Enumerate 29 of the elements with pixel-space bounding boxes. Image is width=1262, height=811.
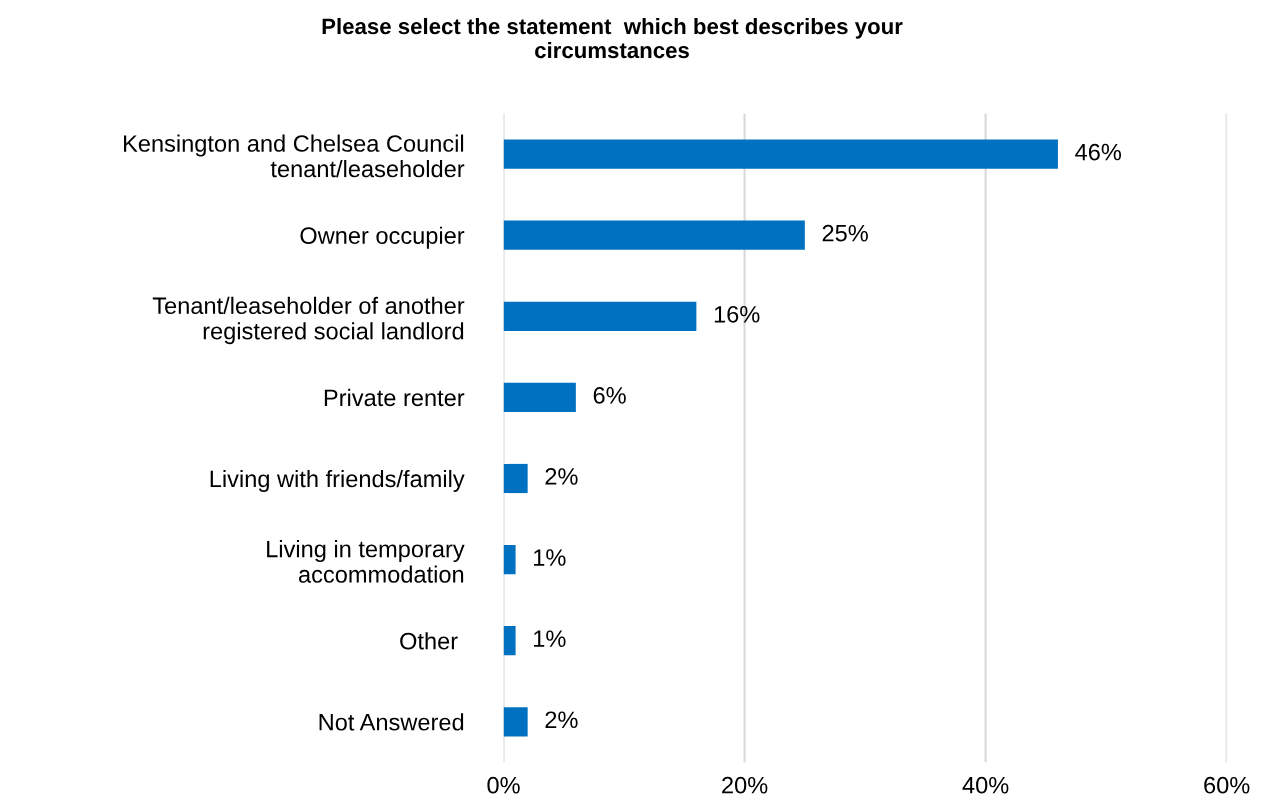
y-tick-label: Kensington and Chelsea Council tenant/leaseholder <box>124 134 465 178</box>
x-tick-label: 40% <box>962 776 1009 794</box>
bar <box>503 139 1058 169</box>
bar <box>503 382 576 412</box>
bar <box>503 301 697 331</box>
y-tick-label: Not Answered <box>319 713 464 731</box>
y-tick-label: Private renter <box>324 388 465 407</box>
y-tick-label: Living with friends/family <box>210 469 465 492</box>
x-tick-label: 0% <box>487 776 520 794</box>
data-label: 2% <box>545 711 578 729</box>
data-label: 16% <box>714 305 760 323</box>
chart-title: Please select the statement which best describes your circumstances <box>322 17 903 59</box>
bar <box>503 544 516 575</box>
bar <box>503 626 516 656</box>
bar <box>503 707 528 737</box>
data-label: 6% <box>593 387 626 404</box>
data-label: 46% <box>1075 143 1122 161</box>
x-tick-label: 60% <box>1204 776 1250 794</box>
data-label: 25% <box>822 224 868 242</box>
data-label: 1% <box>534 630 566 647</box>
data-label: 2% <box>545 468 578 485</box>
y-tick-label: Other <box>400 632 458 650</box>
y-tick-label: Owner occupier <box>300 226 465 249</box>
bar <box>503 220 805 250</box>
x-tick-label: 20% <box>722 776 768 794</box>
bar <box>503 463 528 494</box>
y-tick-label: Living in temporary accommodation <box>267 540 465 583</box>
data-label: 1% <box>534 549 566 566</box>
y-tick-label: Tenant/leaseholder of another registered social landlord <box>152 296 465 345</box>
